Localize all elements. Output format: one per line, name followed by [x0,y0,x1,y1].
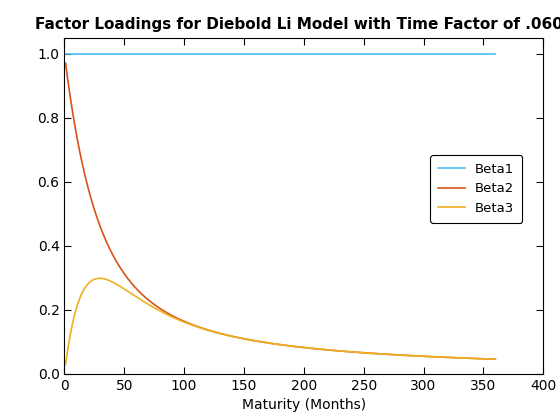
Beta2 [205,328,212,333]
Beta3 [192,323,198,328]
Line: Beta2: Beta2 [66,63,495,359]
Beta2 [212,330,218,335]
Beta3 [206,328,213,333]
Legend: Beta1, Beta2, Beta3: Beta1, Beta2, Beta3 [430,155,522,223]
Beta3 [62,362,69,367]
Beta3 [116,284,123,289]
Beta3 [251,338,258,343]
Beta1 [62,51,69,56]
Beta1 [212,51,218,56]
Beta1 [468,51,475,56]
Beta1 [115,51,122,56]
Beta2 [62,61,69,66]
Beta2 [115,262,122,267]
Beta1 [205,51,212,56]
Line: Beta3: Beta3 [66,278,495,365]
Beta3 [492,357,498,362]
Title: Factor Loadings for Diebold Li Model with Time Factor of .0609: Factor Loadings for Diebold Li Model wit… [35,18,560,32]
X-axis label: Maturity (Months): Maturity (Months) [242,398,366,412]
Beta2 [468,356,475,361]
Beta1 [492,51,498,56]
Beta2 [190,323,197,328]
Beta1 [250,51,257,56]
Beta3 [469,356,476,361]
Beta3 [96,276,102,281]
Beta2 [492,357,498,362]
Beta2 [250,338,257,343]
Beta1 [190,51,197,56]
Beta3 [213,330,220,335]
